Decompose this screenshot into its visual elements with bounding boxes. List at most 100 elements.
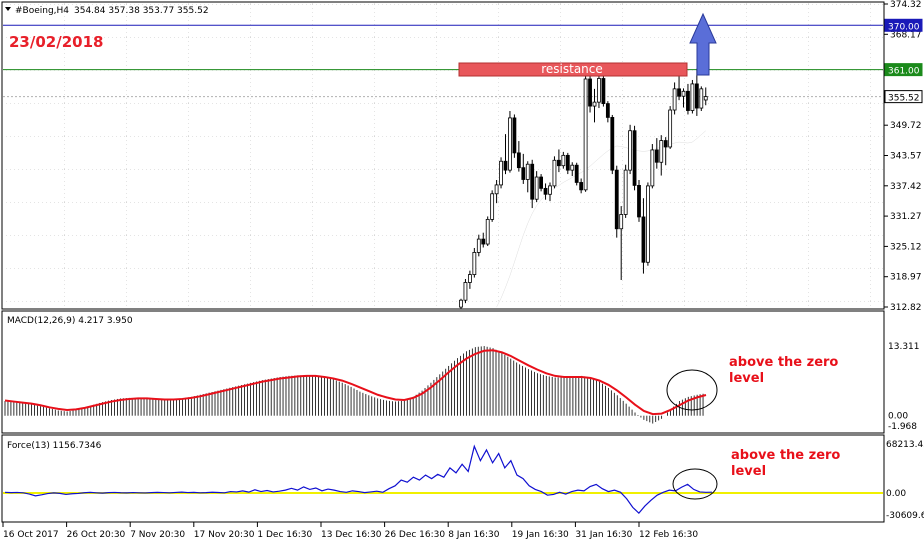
candle-body <box>534 176 539 200</box>
price-panel: 374.32 368.17 361.00 355.52 349.72 343.57 337.… <box>1 0 923 313</box>
macd-annotation-line2: level <box>729 371 764 386</box>
candle-body <box>552 159 557 187</box>
force-axis: 68213.45 0.00 -30609.65 <box>886 440 924 521</box>
symbol-label: #Boeing,H4 <box>15 6 69 16</box>
time-tick-label: 1 Dec 16:30 <box>257 530 312 540</box>
chevron-down-icon[interactable] <box>5 7 11 11</box>
macd-highlight-circle[interactable] <box>666 369 718 411</box>
force-polyline <box>4 444 713 514</box>
candle-body <box>494 184 499 195</box>
force-tick-label: 0.00 <box>886 489 906 499</box>
time-tick-label: 8 Jan 16:30 <box>448 530 500 540</box>
candle-body <box>485 219 490 245</box>
candle-body <box>619 214 624 230</box>
time-tick-label: 19 Jan 16:30 <box>512 530 569 540</box>
candle-body <box>583 78 588 191</box>
level-price-label: 355.52 <box>888 94 920 104</box>
candle-body <box>699 88 704 109</box>
candle-body <box>628 130 632 171</box>
candle-body <box>521 167 526 180</box>
candle-body <box>672 88 677 111</box>
time-tick-label: 16 Oct 2017 <box>3 530 59 540</box>
level-price-badge <box>884 18 923 32</box>
force-tick-label: 68213.45 <box>886 440 924 450</box>
candle-body <box>548 185 552 195</box>
candlesticks <box>459 68 708 309</box>
candle-body <box>499 160 503 186</box>
candle-body <box>592 101 597 107</box>
level-price-label: 361.00 <box>888 67 920 77</box>
force-panel: 68213.45 0.00 -30609.65 Force(13) 1156.734… <box>1 434 924 523</box>
candle-body <box>614 169 619 230</box>
candle-body <box>503 160 508 171</box>
macd-signal-line <box>4 349 707 416</box>
candle-body <box>690 83 695 111</box>
level-price-label: 370.00 <box>888 22 920 32</box>
macd-annotation-line1: above the zero <box>729 355 838 370</box>
price-tick-label: 337.42 <box>890 182 922 192</box>
candle-body <box>561 154 566 167</box>
macd-tick-label: -1.968 <box>888 422 917 432</box>
candle-body <box>472 252 477 275</box>
candle-body <box>632 130 637 186</box>
resistance-box[interactable] <box>458 62 688 77</box>
resistance-label: resistance <box>541 62 603 76</box>
horizontal-levels[interactable]: 370.00 361.00 355.52 <box>3 18 923 104</box>
candle-body <box>597 78 601 103</box>
candle-body <box>463 282 468 301</box>
candle-body <box>646 185 650 263</box>
up-arrow-icon[interactable] <box>689 12 717 76</box>
candle-body <box>694 83 699 109</box>
time-tick-label: 13 Dec 16:30 <box>321 530 382 540</box>
candle-body <box>508 117 512 171</box>
candle-body <box>481 238 486 245</box>
candle-body <box>459 299 463 308</box>
time-tick-label: 7 Nov 20:30 <box>130 530 185 540</box>
candle-body <box>659 140 664 163</box>
candle-body <box>539 176 543 189</box>
candle-body <box>574 164 579 183</box>
time-tick-label: 26 Oct 20:30 <box>67 530 126 540</box>
candle-body <box>565 154 570 171</box>
candle-body <box>467 274 472 283</box>
candle-body <box>543 187 548 195</box>
candle-body <box>677 88 681 97</box>
level-price-badge <box>884 90 923 104</box>
force-tick-label: -30609.65 <box>886 511 924 521</box>
force-annotation-line1: above the zero <box>731 448 840 463</box>
chart-header: #Boeing,H4 354.84 357.38 353.77 355.52 <box>5 6 209 16</box>
candle-body <box>650 149 655 187</box>
candle-body <box>654 149 659 163</box>
time-axis: 16 Oct 2017 26 Oct 20:30 7 Nov 20:30 17 Nov… <box>2 522 698 540</box>
candle-body <box>525 163 530 180</box>
macd-tick-label: 13.311 <box>888 342 920 352</box>
force-title: Force(13) 1156.7346 <box>7 441 102 451</box>
candle-body <box>601 78 606 105</box>
candle-body <box>490 193 495 220</box>
candle-body <box>668 109 673 148</box>
macd-title: MACD(12,26,9) 4.217 3.950 <box>7 316 133 326</box>
candle-body <box>641 216 646 263</box>
date-label: 23/02/2018 <box>9 33 103 51</box>
candle-body <box>512 117 517 154</box>
candle-body <box>686 90 690 111</box>
force-index-line <box>4 444 713 514</box>
force-annotation-line2: level <box>731 464 766 479</box>
force-highlight-circle[interactable] <box>672 468 718 500</box>
candle-body <box>623 169 628 215</box>
candle-body <box>557 159 561 167</box>
time-tick-label: 31 Jan 16:30 <box>575 530 632 540</box>
price-axis: 374.32 368.17 361.00 355.52 349.72 343.57 337.… <box>884 0 922 313</box>
candle-body <box>516 152 521 169</box>
time-tick-label: 12 Feb 16:30 <box>639 530 698 540</box>
macd-panel: 13.311 0.00-1.968 MACD(12,26,9) 4.217 3.9… <box>1 310 920 434</box>
macd-signal-polyline <box>4 349 707 416</box>
candle-body <box>663 140 668 148</box>
macd-tick-label: 0.00 <box>888 412 908 422</box>
ohlc-values: 354.84 357.38 353.77 355.52 <box>74 6 209 16</box>
price-tick-label: 325.12 <box>890 242 922 252</box>
candle-body <box>605 103 610 118</box>
candle-body <box>681 90 686 97</box>
